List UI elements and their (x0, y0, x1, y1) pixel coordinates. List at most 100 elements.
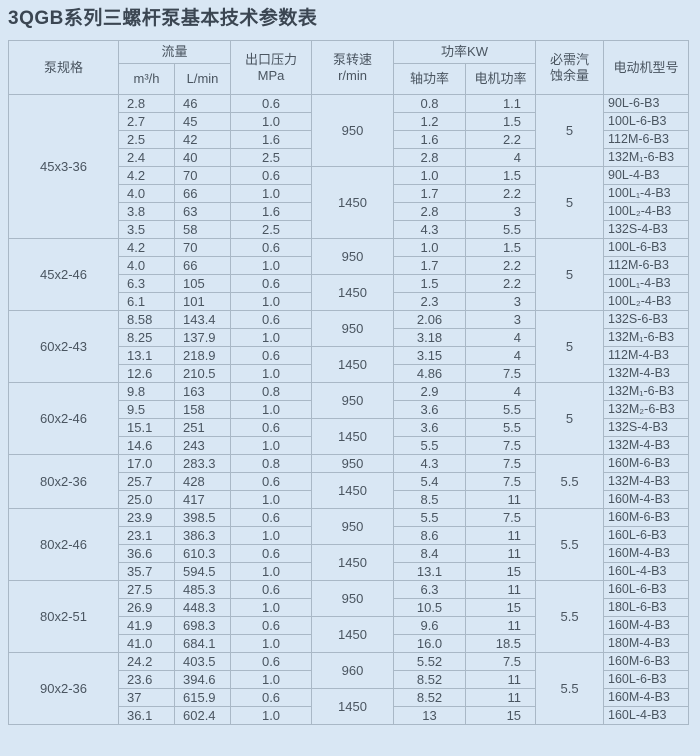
flow-lmin-cell: 394.6 (173, 670, 232, 689)
motor-model-cell: 160M-4-B3 (603, 688, 690, 707)
motor-power-cell: 15 (465, 706, 537, 725)
header-flow-lmin: L/min (173, 63, 232, 95)
flow-m3h-cell: 4.2 (118, 238, 175, 257)
motor-power-cell: 2.2 (465, 184, 537, 203)
flow-m3h-cell: 4.0 (118, 184, 175, 203)
table-row: 23.1 386.3 1.0 8.6 11 160L-6-B3 (9, 526, 690, 545)
motor-model-cell: 180M-4-B3 (603, 634, 690, 653)
shaft-power-cell: 8.5 (393, 490, 467, 509)
pressure-cell: 1.6 (230, 202, 313, 221)
flow-lmin-cell: 42 (173, 130, 232, 149)
npsh-cell: 5 (535, 382, 605, 455)
flow-lmin-cell: 70 (173, 238, 232, 257)
pump-speed-cell: 1450 (311, 166, 395, 239)
flow-m3h-cell: 3.5 (118, 220, 175, 239)
motor-model-cell: 160M-6-B3 (603, 508, 690, 527)
motor-model-cell: 100L₁-4-B3 (603, 274, 690, 293)
motor-power-cell: 11 (465, 490, 537, 509)
shaft-power-cell: 5.4 (393, 472, 467, 491)
motor-model-cell: 100L₂-4-B3 (603, 202, 690, 221)
motor-model-cell: 132M-4-B3 (603, 436, 690, 455)
flow-m3h-cell: 27.5 (118, 580, 175, 599)
npsh-cell: 5.5 (535, 580, 605, 653)
pump-spec-cell: 80x2-51 (8, 580, 119, 653)
flow-m3h-cell: 41.0 (118, 634, 175, 653)
pressure-cell: 0.6 (230, 472, 313, 491)
flow-lmin-cell: 684.1 (173, 634, 232, 653)
header-spec: 泵规格 (8, 40, 119, 95)
table-row: 23.6 394.6 1.0 8.52 11 160L-6-B3 (9, 670, 690, 689)
pressure-cell: 2.5 (230, 148, 313, 167)
flow-lmin-cell: 398.5 (173, 508, 232, 527)
flow-lmin-cell: 137.9 (173, 328, 232, 347)
shaft-power-cell: 1.7 (393, 184, 467, 203)
npsh-cell: 5 (535, 238, 605, 311)
motor-model-cell: 132S-4-B3 (603, 220, 690, 239)
motor-model-cell: 160L-4-B3 (603, 562, 690, 581)
header-speed-label: 泵转速 (333, 51, 373, 67)
flow-m3h-cell: 26.9 (118, 598, 175, 617)
shaft-power-cell: 5.5 (393, 508, 467, 527)
flow-m3h-cell: 4.2 (118, 166, 175, 185)
table-row: 41.9 698.3 0.6 1450 9.6 11 160M-4-B3 (9, 616, 690, 653)
pressure-cell: 1.0 (230, 634, 313, 653)
flow-lmin-cell: 163 (173, 382, 232, 401)
pump-spec-cell: 45x3-36 (8, 94, 119, 239)
shaft-power-cell: 8.4 (393, 544, 467, 563)
pump-speed-cell: 950 (311, 382, 395, 419)
flow-m3h-cell: 12.6 (118, 364, 175, 383)
pressure-cell: 1.0 (230, 706, 313, 725)
motor-model-cell: 90L-4-B3 (603, 166, 690, 185)
header-npsh-line1: 必需汽 (550, 51, 590, 67)
motor-power-cell: 7.5 (465, 454, 537, 473)
flow-lmin-cell: 210.5 (173, 364, 232, 383)
pressure-cell: 1.0 (230, 436, 313, 455)
motor-model-cell: 100L₂-4-B3 (603, 292, 690, 311)
shaft-power-cell: 2.8 (393, 148, 467, 167)
flow-lmin-cell: 45 (173, 112, 232, 131)
pressure-cell: 1.6 (230, 130, 313, 149)
pressure-cell: 1.0 (230, 598, 313, 617)
shaft-power-cell: 0.8 (393, 94, 467, 113)
shaft-power-cell: 16.0 (393, 634, 467, 653)
pressure-cell: 0.6 (230, 616, 313, 635)
motor-power-cell: 3 (465, 292, 537, 311)
flow-lmin-cell: 283.3 (173, 454, 232, 473)
pump-parameter-table: 泵规格 流量 出口压力 MPa 泵转速 r/min 功率KW 必需汽 蚀余量 电动机型… (8, 40, 690, 725)
flow-m3h-cell: 15.1 (118, 418, 175, 437)
motor-model-cell: 132M-4-B3 (603, 364, 690, 383)
table-row: 25.0 417 1.0 8.5 11 160M-4-B3 (9, 490, 690, 509)
shaft-power-cell: 4.3 (393, 454, 467, 473)
shaft-power-cell: 5.5 (393, 436, 467, 455)
motor-power-cell: 2.2 (465, 130, 537, 149)
pressure-cell: 1.0 (230, 526, 313, 545)
flow-lmin-cell: 602.4 (173, 706, 232, 725)
shaft-power-cell: 2.06 (393, 310, 467, 329)
header-flow: 流量 (117, 40, 232, 64)
flow-m3h-cell: 36.6 (118, 544, 175, 563)
flow-lmin-cell: 698.3 (173, 616, 232, 635)
header-pressure-label: 出口压力 (245, 51, 298, 67)
flow-lmin-cell: 403.5 (173, 652, 232, 671)
motor-power-cell: 11 (465, 526, 537, 545)
table-row: 35.7 594.5 1.0 13.1 15 160L-4-B3 (9, 562, 690, 581)
shaft-power-cell: 1.6 (393, 130, 467, 149)
pump-speed-cell: 950 (311, 238, 395, 275)
pressure-cell: 0.6 (230, 166, 313, 185)
table-row: 45x3-36 2.8 46 0.6 950 0.8 1.1 5 90L-6-B3 (8, 94, 690, 239)
motor-power-cell: 1.5 (465, 112, 537, 131)
motor-power-cell: 2.2 (465, 256, 537, 275)
pump-speed-cell: 1450 (311, 544, 395, 581)
flow-m3h-cell: 24.2 (118, 652, 175, 671)
motor-power-cell: 11 (465, 670, 537, 689)
shaft-power-cell: 1.2 (393, 112, 467, 131)
motor-power-cell: 5.5 (465, 400, 537, 419)
motor-power-cell: 5.5 (465, 418, 537, 437)
table-row: 15.1 251 0.6 1450 3.6 5.5 132S-4-B3 (9, 418, 690, 455)
motor-power-cell: 7.5 (465, 364, 537, 383)
motor-model-cell: 132M₁-6-B3 (603, 148, 690, 167)
flow-lmin-cell: 218.9 (173, 346, 232, 365)
motor-power-cell: 4 (465, 346, 537, 365)
flow-m3h-cell: 25.0 (118, 490, 175, 509)
flow-m3h-cell: 25.7 (118, 472, 175, 491)
